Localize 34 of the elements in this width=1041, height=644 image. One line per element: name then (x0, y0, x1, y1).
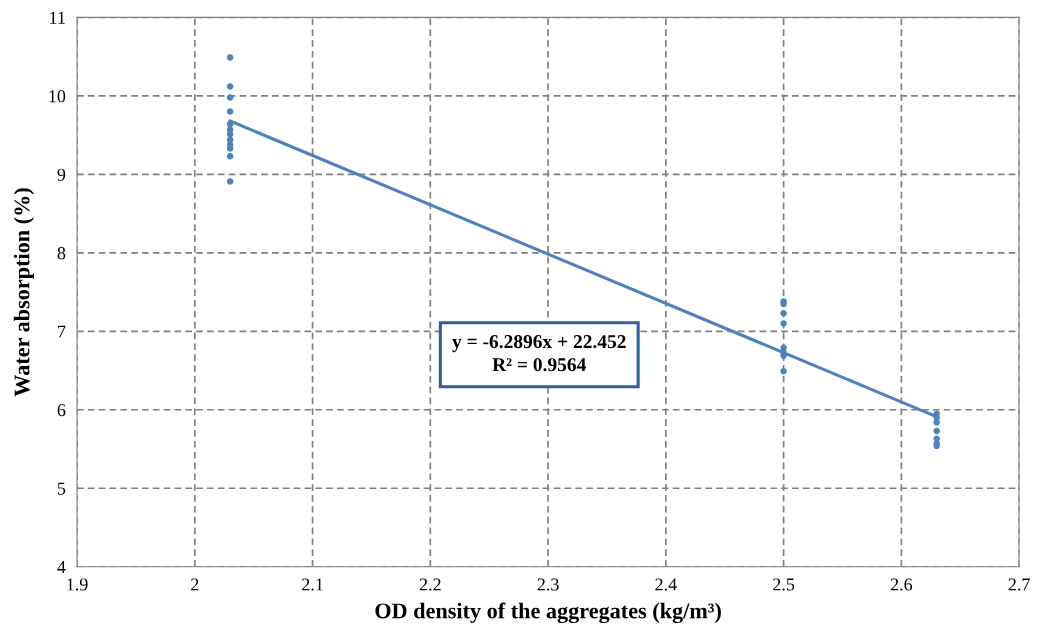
point (226, 153, 234, 160)
x-tick-label: 2.5 (773, 578, 795, 591)
x-axis-title: OD density of the aggregates (kg/m³) (375, 602, 721, 624)
y-tick-label: 4 (57, 561, 66, 573)
x-tick-label: 2.4 (655, 578, 677, 591)
point (226, 94, 234, 101)
y-tick-label: 11 (50, 11, 65, 24)
y-tick-label: 9 (57, 168, 66, 181)
y-tick-label: 8 (57, 247, 66, 260)
point (226, 145, 234, 152)
x-tick-label: 2.1 (302, 578, 323, 591)
y-tick-label: 5 (57, 482, 66, 495)
y-tick-label: 6 (57, 404, 66, 417)
x-tick-label: 2 (191, 578, 199, 591)
y-axis-title: Water absorption (%) (13, 188, 34, 397)
point (226, 108, 234, 115)
point (780, 309, 787, 317)
x-tick-label: 2.7 (1008, 578, 1030, 591)
point (933, 427, 940, 435)
y-tick-label: 7 (58, 325, 66, 338)
point (226, 54, 234, 61)
point (226, 120, 234, 128)
x-tick-label: 2.2 (419, 578, 441, 591)
point (226, 131, 234, 138)
point (780, 368, 787, 375)
point (226, 83, 234, 90)
point (933, 419, 940, 426)
annotation: y = -6.2896x + 22.452 R² = 0.9564 (452, 335, 626, 372)
x-tick-label: 2.3 (537, 578, 559, 591)
x-tick-label: 1.9 (67, 578, 88, 591)
x-tick-label: 2.6 (890, 578, 913, 591)
point (780, 320, 787, 327)
y-tick-label: 10 (49, 90, 66, 103)
point (226, 178, 234, 185)
